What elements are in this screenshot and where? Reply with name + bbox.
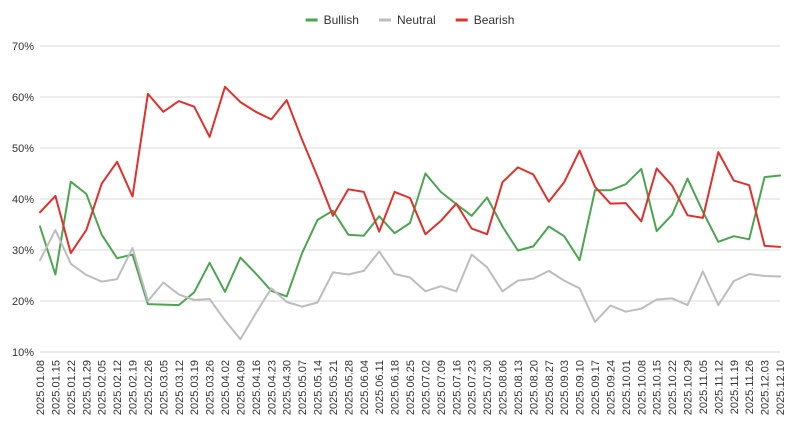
- x-tick-label: 2025.03.05: [158, 360, 170, 415]
- y-tick-label: 20%: [12, 296, 34, 308]
- x-tick-label: 2025.10.29: [683, 360, 695, 415]
- x-tick-label: 2025.07.16: [451, 360, 463, 415]
- x-axis-tick-labels: 2025.01.08 2025.01.15 2025.01.22 2025.01.29…: [35, 360, 787, 415]
- legend-item-bullish: Bullish: [305, 13, 359, 27]
- y-axis-tick-labels: 10% 20% 30% 40% 50% 60% 70%: [12, 41, 34, 359]
- x-tick-label: 2025.10.22: [667, 360, 679, 415]
- x-tick-label: 2025.07.30: [482, 360, 494, 415]
- series-lines: [39, 85, 781, 341]
- x-tick-label: 2025.11.26: [744, 360, 756, 414]
- legend-item-neutral: Neutral: [379, 13, 436, 27]
- y-tick-label: 10%: [12, 347, 34, 359]
- y-tick-label: 50%: [12, 143, 34, 155]
- series-line-bearish: [39, 85, 781, 255]
- x-tick-label: 2025.06.11: [374, 360, 386, 414]
- x-tick-label: 2025.01.15: [50, 360, 62, 415]
- y-tick-label: 60%: [12, 92, 34, 104]
- x-tick-label: 2025.05.14: [313, 360, 325, 415]
- x-tick-label: 2025.02.12: [112, 360, 124, 415]
- x-tick-label: 2025.03.12: [174, 360, 186, 415]
- x-tick-label: 2025.05.21: [328, 360, 340, 415]
- gridlines: [40, 45, 780, 353]
- y-tick-label: 40%: [12, 194, 34, 206]
- legend: Bullish Neutral Bearish: [305, 13, 515, 27]
- x-tick-label: 2025.04.02: [220, 360, 232, 415]
- x-tick-label: 2025.12.10: [775, 360, 787, 415]
- y-tick-label: 70%: [12, 41, 34, 53]
- x-tick-label: 2025.12.03: [760, 360, 772, 415]
- x-tick-label: 2025.09.24: [605, 360, 617, 415]
- x-tick-label: 2025.02.26: [143, 360, 155, 415]
- x-tick-label: 2025.03.26: [205, 360, 217, 415]
- x-tick-label: 2025.09.03: [559, 360, 571, 415]
- x-tick-label: 2025.01.29: [81, 360, 93, 415]
- x-tick-label: 2025.04.23: [266, 360, 278, 415]
- x-tick-label: 2025.11.05: [698, 360, 710, 414]
- x-tick-label: 2025.08.20: [528, 360, 540, 415]
- y-tick-label: 30%: [12, 245, 34, 257]
- x-tick-label: 2025.09.10: [575, 360, 587, 415]
- x-tick-label: 2025.01.22: [66, 360, 78, 415]
- x-tick-label: 2025.01.08: [35, 360, 47, 415]
- x-tick-label: 2025.06.25: [405, 360, 417, 415]
- x-tick-label: 2025.03.19: [189, 360, 201, 415]
- x-tick-label: 2025.06.04: [359, 360, 371, 415]
- x-tick-label: 2025.11.19: [729, 360, 741, 414]
- x-tick-label: 2025.04.16: [251, 360, 263, 415]
- x-tick-label: 2025.07.23: [467, 360, 479, 415]
- x-tick-label: 2025.08.06: [498, 360, 510, 415]
- series-line-bullish: [39, 167, 781, 307]
- x-tick-label: 2025.04.30: [282, 360, 294, 415]
- x-tick-label: 2025.10.08: [636, 360, 648, 415]
- x-tick-label: 2025.06.18: [390, 360, 402, 415]
- x-tick-label: 2025.08.13: [513, 360, 525, 415]
- legend-item-bearish: Bearish: [455, 13, 515, 27]
- x-tick-label: 2025.02.05: [97, 360, 109, 415]
- legend-label: Bullish: [324, 13, 359, 27]
- x-tick-label: 2025.02.19: [128, 360, 140, 415]
- legend-label: Bearish: [474, 13, 515, 27]
- x-tick-label: 2025.10.01: [621, 360, 633, 415]
- x-tick-label: 2025.07.09: [436, 360, 448, 415]
- x-tick-label: 2025.08.27: [544, 360, 556, 415]
- series-line-neutral: [39, 229, 781, 341]
- x-tick-label: 2025.09.17: [590, 360, 602, 415]
- x-tick-label: 2025.07.02: [420, 360, 432, 415]
- x-tick-label: 2025.04.09: [235, 360, 247, 415]
- x-tick-label: 2025.10.15: [652, 360, 664, 415]
- x-tick-label: 2025.05.28: [343, 360, 355, 415]
- x-tick-label: 2025.05.07: [297, 360, 309, 415]
- legend-label: Neutral: [397, 13, 436, 27]
- x-tick-label: 2025.11.12: [713, 360, 725, 414]
